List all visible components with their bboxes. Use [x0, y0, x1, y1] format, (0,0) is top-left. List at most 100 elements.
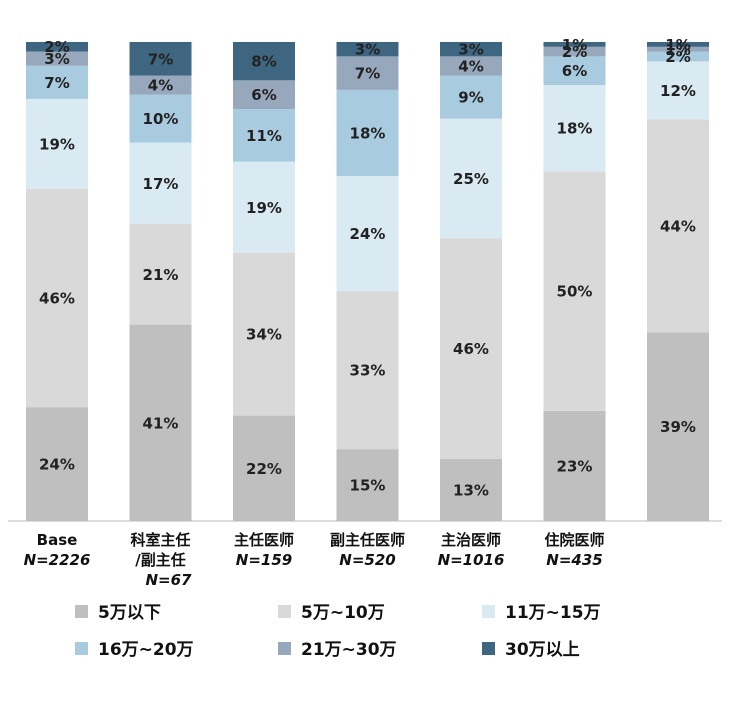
data-label-3-3: 19% — [246, 199, 282, 217]
bar-segment-2-2 — [129, 224, 192, 325]
legend-label-1: 5万以下 — [98, 603, 161, 623]
data-label-2-5: 4% — [148, 77, 173, 95]
data-label-7-5: 1% — [665, 41, 690, 59]
category-n-2: N=67 — [146, 571, 193, 589]
category-label-6: 住院医师 — [544, 531, 604, 549]
bar-segment-6-6 — [543, 42, 606, 47]
category-n-4: N=520 — [339, 551, 395, 569]
bar-segment-6-4 — [543, 56, 606, 86]
bar-segment-3-2 — [233, 252, 295, 416]
data-label-6-2: 50% — [557, 283, 593, 301]
legend-swatch-6 — [482, 642, 495, 655]
data-label-5-2: 46% — [453, 340, 489, 358]
bar-segment-1-5 — [26, 51, 88, 66]
data-label-1-4: 7% — [44, 74, 69, 92]
data-label-4-4: 18% — [350, 125, 386, 143]
bar-segment-5-4 — [440, 75, 502, 119]
data-label-5-5: 4% — [458, 57, 483, 75]
data-label-7-4: 2% — [665, 48, 690, 66]
bar-segment-7-1 — [647, 332, 709, 521]
legend-label-6: 30万以上 — [505, 640, 580, 660]
legend-swatch-2 — [278, 605, 291, 618]
data-label-6-3: 18% — [557, 120, 593, 138]
bar-segment-5-6 — [440, 42, 502, 57]
data-label-7-3: 12% — [660, 82, 696, 100]
data-label-7-6: 1% — [665, 36, 690, 54]
data-label-3-1: 22% — [246, 460, 282, 478]
bar-segment-6-5 — [543, 46, 606, 57]
bar-segment-1-2 — [26, 189, 88, 408]
data-label-2-1: 41% — [143, 414, 179, 432]
bar-segment-4-4 — [336, 89, 399, 177]
category-n-6: N=435 — [546, 551, 602, 569]
data-label-4-1: 15% — [350, 477, 386, 495]
data-label-5-4: 9% — [458, 89, 483, 107]
bar-segment-7-5 — [647, 46, 709, 52]
data-label-6-5: 2% — [562, 43, 587, 61]
bars-group — [26, 42, 709, 521]
data-label-5-1: 13% — [453, 481, 489, 499]
bar-segment-7-2 — [647, 119, 709, 333]
data-label-7-2: 44% — [660, 217, 696, 235]
data-label-2-2: 21% — [143, 266, 179, 284]
bar-segment-6-1 — [543, 410, 606, 521]
category-label-3: 主任医师 — [234, 531, 294, 549]
data-label-7-1: 39% — [660, 418, 696, 436]
category-label-2-line-2: /副主任 — [135, 551, 185, 569]
category-label-2-line-1: 科室主任 — [130, 531, 190, 549]
legend-label-2: 5万~10万 — [301, 603, 385, 623]
category-label-4: 副主任医师 — [330, 531, 405, 549]
bar-segment-7-6 — [647, 42, 709, 47]
bar-segment-2-4 — [129, 94, 192, 143]
category-labels-group: Base N=2226 科室主任/副主任 N=67 主任医师 N=159 副主任医师 N=52… — [24, 531, 605, 589]
bar-segment-4-1 — [336, 449, 399, 521]
data-label-3-5: 6% — [251, 86, 276, 104]
bar-segment-2-1 — [129, 324, 192, 521]
bar-segment-3-3 — [233, 161, 295, 253]
data-label-1-1: 24% — [39, 456, 75, 474]
bar-segment-2-3 — [129, 142, 192, 225]
legend-swatch-4 — [75, 642, 88, 655]
legend-swatch-5 — [278, 642, 291, 655]
bar-segment-3-1 — [233, 415, 295, 521]
category-n-1: N=2226 — [24, 551, 91, 569]
bar-segment-2-5 — [129, 75, 192, 95]
bar-segment-5-5 — [440, 56, 502, 76]
data-label-2-6: 7% — [148, 50, 173, 68]
legend-label-5: 21万~30万 — [301, 640, 397, 660]
bar-segment-5-3 — [440, 118, 502, 239]
category-n-5: N=1016 — [438, 551, 505, 569]
bar-segment-4-5 — [336, 56, 399, 90]
bar-segment-3-4 — [233, 109, 295, 162]
bar-segment-5-2 — [440, 238, 502, 459]
data-label-6-4: 6% — [562, 62, 587, 80]
bar-segment-3-6 — [233, 42, 295, 81]
category-label-5: 主治医师 — [441, 531, 501, 549]
data-label-3-6: 8% — [251, 53, 276, 71]
bar-segment-4-2 — [336, 291, 399, 450]
bar-segment-1-6 — [26, 42, 88, 52]
legend: 5万以下 5万~10万 11万~15万 16万~20万 21万~30万 30万以上 — [75, 603, 601, 660]
data-label-1-3: 19% — [39, 135, 75, 153]
category-n-3: N=159 — [236, 551, 292, 569]
legend-label-3: 11万~15万 — [505, 603, 601, 623]
data-label-4-6: 3% — [355, 41, 380, 59]
data-label-2-4: 10% — [143, 110, 179, 128]
bar-segment-2-6 — [129, 42, 192, 76]
data-label-3-4: 11% — [246, 127, 282, 145]
bar-segment-3-5 — [233, 80, 295, 110]
bar-segment-6-3 — [543, 85, 606, 172]
legend-swatch-1 — [75, 605, 88, 618]
bar-segment-5-1 — [440, 458, 502, 521]
bar-segment-6-2 — [543, 171, 606, 411]
data-label-4-3: 24% — [350, 225, 386, 243]
category-label-1: Base — [37, 531, 78, 549]
data-label-5-3: 25% — [453, 170, 489, 188]
data-label-5-6: 3% — [458, 41, 483, 59]
data-label-3-2: 34% — [246, 326, 282, 344]
legend-swatch-3 — [482, 605, 495, 618]
data-label-4-5: 7% — [355, 65, 380, 83]
bar-segment-1-1 — [26, 407, 88, 521]
data-label-1-6: 2% — [44, 38, 69, 56]
